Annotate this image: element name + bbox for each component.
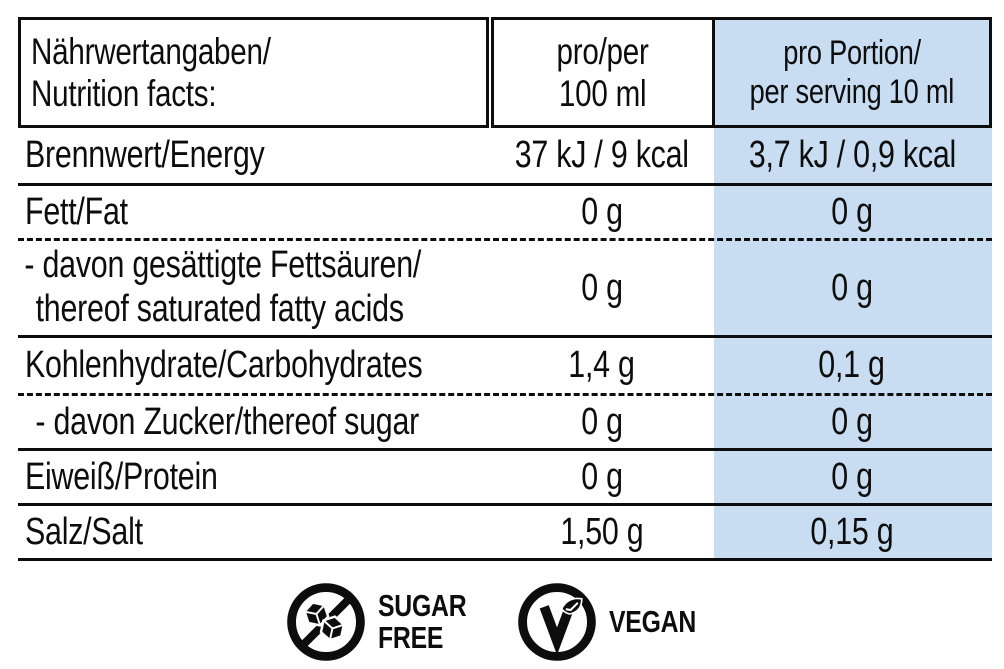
sugar-label: - davon Zucker/thereof sugar xyxy=(35,400,420,443)
per-100ml-line1: pro/per xyxy=(556,31,650,73)
sugar-per-100ml: 0 g xyxy=(580,400,623,443)
protein-label: Eiweiß/Protein xyxy=(25,455,218,498)
carbohydrates-label: Kohlenhydrate/Carbohydrates xyxy=(25,344,423,386)
header-cell-per-serving: pro Portion/ per serving 10 ml xyxy=(712,17,992,128)
sugar-per-serving: 0 g xyxy=(831,400,873,443)
sugar-free-badge: SUGAR FREE xyxy=(286,582,488,662)
nutrition-facts-table: Nährwertangaben/ Nutrition facts: pro/pe… xyxy=(18,17,992,561)
per-serving-line2: per serving 10 ml xyxy=(749,72,955,111)
header-title-line2: Nutrition facts: xyxy=(31,72,217,114)
saturated-fat-label-line2: thereof saturated fatty acids xyxy=(35,288,404,330)
energy-label: Brennwert/Energy xyxy=(25,134,265,176)
fat-per-serving: 0 g xyxy=(831,190,873,233)
row-protein: Eiweiß/Protein 0 g 0 g xyxy=(18,451,992,506)
energy-per-100ml: 37 kJ / 9 kcal xyxy=(514,134,689,176)
carbohydrates-per-serving: 0,1 g xyxy=(818,344,886,386)
fat-per-100ml: 0 g xyxy=(580,190,623,233)
header-cell-nutrition-facts: Nährwertangaben/ Nutrition facts: xyxy=(18,17,489,128)
sugar-free-icon xyxy=(287,583,366,661)
saturated-fat-label-line1: - davon gesättigte Fettsäuren/ xyxy=(24,244,422,287)
row-fat: Fett/Fat 0 g 0 g xyxy=(18,186,992,241)
row-saturated-fat: - davon gesättigte Fettsäuren/ thereof s… xyxy=(18,241,992,338)
header-title-line1: Nährwertangaben/ xyxy=(31,31,271,73)
carbohydrates-per-100ml: 1,4 g xyxy=(568,344,635,386)
per-serving-line1: pro Portion/ xyxy=(783,34,921,73)
row-energy: Brennwert/Energy 37 kJ / 9 kcal 3,7 kJ /… xyxy=(18,128,992,186)
protein-per-100ml: 0 g xyxy=(580,455,623,498)
sugar-free-label: SUGAR FREE xyxy=(378,588,467,655)
vegan-badge: VEGAN xyxy=(517,582,718,662)
saturated-fat-label: - davon gesättigte Fettsäuren/ thereof s… xyxy=(18,241,491,335)
claims-row: SUGAR FREE VEGAN xyxy=(0,582,1004,662)
per-100ml-line2: 100 ml xyxy=(559,72,647,114)
protein-per-serving: 0 g xyxy=(831,455,873,498)
saturated-fat-per-serving: 0 g xyxy=(831,266,873,309)
salt-per-100ml: 1,50 g xyxy=(559,510,644,553)
header-cell-per-100ml: pro/per 100 ml xyxy=(491,17,712,128)
row-carbohydrates: Kohlenhydrate/Carbohydrates 1,4 g 0,1 g xyxy=(18,338,992,396)
fat-label: Fett/Fat xyxy=(25,190,128,233)
salt-label: Salz/Salt xyxy=(25,510,143,553)
table-header-row: Nährwertangaben/ Nutrition facts: pro/pe… xyxy=(18,17,992,128)
vegan-icon xyxy=(518,583,596,661)
row-sugar: - davon Zucker/thereof sugar 0 g 0 g xyxy=(18,396,992,451)
saturated-fat-per-100ml: 0 g xyxy=(580,266,623,309)
salt-per-serving: 0,15 g xyxy=(810,510,894,553)
energy-per-serving: 3,7 kJ / 0,9 kcal xyxy=(748,134,956,176)
row-salt: Salz/Salt 1,50 g 0,15 g xyxy=(18,506,992,561)
vegan-label: VEGAN xyxy=(608,604,696,640)
